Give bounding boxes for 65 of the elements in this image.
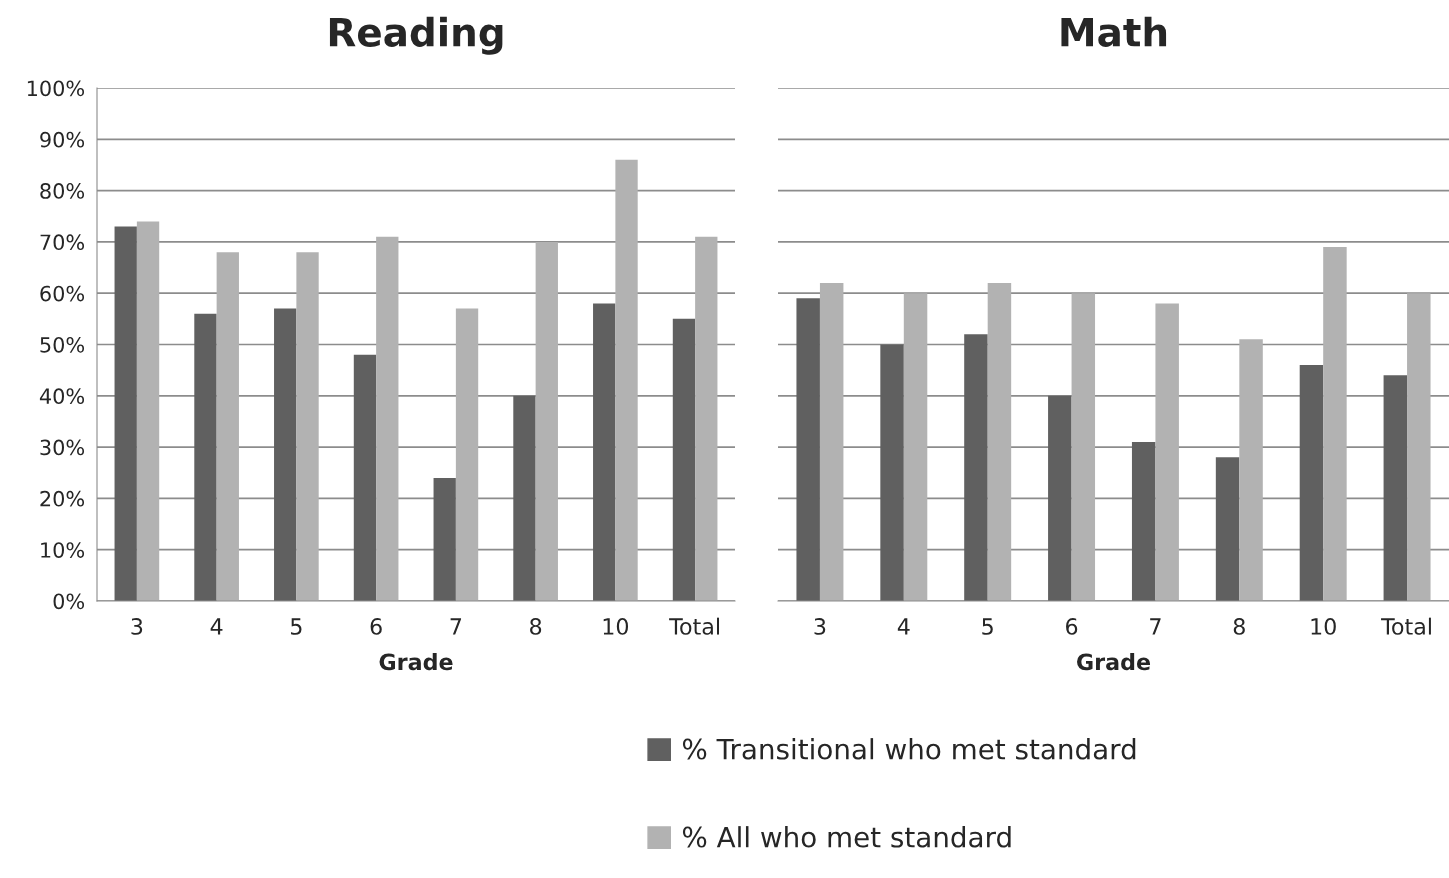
y-tick-label: 20% — [40, 490, 85, 507]
bar — [296, 252, 319, 601]
y-tick-label: 70% — [40, 234, 85, 251]
bar — [1131, 441, 1156, 601]
bar — [433, 477, 456, 601]
bar — [1239, 339, 1263, 601]
bar — [136, 221, 160, 601]
bar — [964, 334, 988, 601]
y-tick-label: 30% — [40, 439, 85, 456]
x-tick-label: 3 — [131, 618, 143, 635]
bar — [535, 241, 558, 601]
x-tick-label: 5 — [291, 618, 302, 635]
x-tick-label: 8 — [1233, 618, 1245, 635]
bar — [353, 354, 377, 601]
bar — [987, 282, 1012, 601]
y-tick-label: 90% — [40, 131, 85, 148]
x-tick-label: 7 — [450, 618, 462, 635]
bar — [819, 282, 844, 601]
x-tick-label: 5 — [982, 618, 993, 635]
x-tick-label: 10 — [1311, 618, 1336, 635]
y-tick-label: 100% — [27, 80, 85, 97]
bar — [455, 308, 479, 601]
bar — [903, 293, 928, 601]
legend-label: % Transitional who met standard — [682, 738, 1136, 760]
y-tick-label: 10% — [41, 542, 85, 558]
bar — [593, 303, 616, 601]
x-tick-label: 7 — [1150, 618, 1161, 635]
y-tick-label: 40% — [39, 388, 85, 405]
bar — [615, 159, 638, 601]
bar — [672, 318, 696, 601]
bar — [1383, 375, 1408, 601]
x-tick-label: 6 — [1066, 618, 1078, 635]
x-tick-label: Total — [669, 617, 719, 635]
bar — [194, 313, 217, 601]
bar — [1299, 365, 1324, 601]
bar — [880, 344, 904, 601]
x-tick-label: 8 — [530, 618, 542, 635]
bar — [695, 236, 718, 601]
y-tick-label: 80% — [40, 183, 85, 199]
bar — [513, 395, 536, 601]
bar — [796, 298, 820, 601]
bar — [114, 226, 137, 601]
bar — [1071, 293, 1096, 601]
bar — [1215, 457, 1240, 601]
x-axis-title: Grade — [379, 653, 453, 671]
bar — [376, 236, 399, 601]
x-tick-label: 4 — [897, 618, 910, 635]
bar — [1323, 247, 1347, 601]
bar — [274, 308, 297, 601]
y-tick-label: 50% — [40, 336, 85, 353]
x-tick-label: 4 — [210, 618, 223, 635]
legend-label: % All who met standard — [682, 826, 1011, 848]
x-tick-label: 10 — [603, 618, 629, 635]
y-tick-label: 0% — [53, 593, 85, 610]
x-tick-label: 3 — [814, 618, 826, 635]
x-axis-title: Grade — [1077, 653, 1151, 671]
x-tick-label: Total — [1381, 617, 1431, 635]
y-tick-label: 60% — [40, 285, 85, 302]
bar — [1407, 293, 1431, 601]
bar — [1048, 395, 1072, 601]
x-tick-label: 6 — [370, 618, 382, 635]
bar — [1155, 303, 1179, 601]
bar — [216, 252, 239, 601]
chart-title: Reading — [329, 16, 503, 55]
chart-title: Math — [1061, 16, 1167, 47]
